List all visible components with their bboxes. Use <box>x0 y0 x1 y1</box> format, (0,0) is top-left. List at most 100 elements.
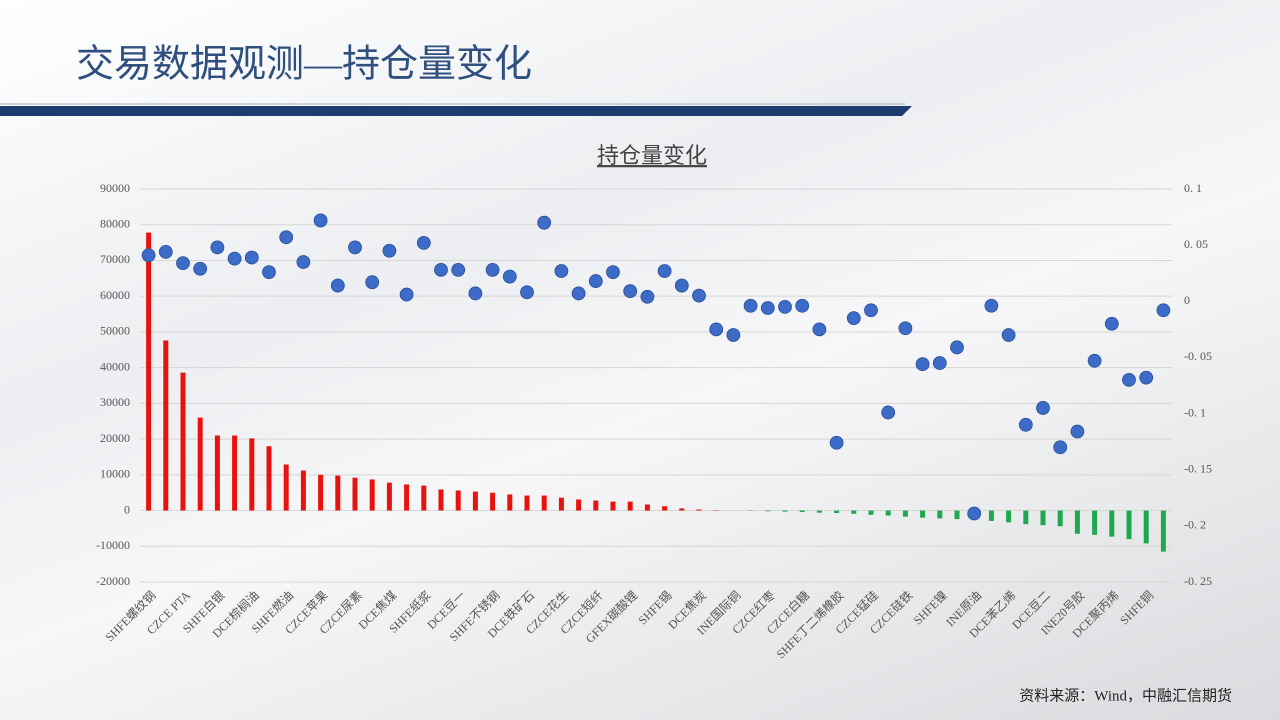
bar <box>541 495 547 511</box>
dot <box>554 264 569 278</box>
bar <box>1160 510 1166 552</box>
dot <box>726 328 741 342</box>
bar <box>197 417 203 511</box>
bar <box>146 232 152 511</box>
dot <box>141 248 156 263</box>
dot <box>434 262 448 277</box>
dot <box>915 357 930 372</box>
bar <box>954 510 960 520</box>
y-tick-label: -10000 <box>96 538 130 552</box>
bar <box>472 491 478 511</box>
bar <box>576 499 582 511</box>
bar <box>851 510 857 514</box>
dot <box>829 435 844 450</box>
dot <box>709 322 724 337</box>
bar <box>765 510 771 512</box>
bar <box>816 510 822 513</box>
bar <box>868 510 874 515</box>
bar <box>455 490 461 511</box>
dot <box>279 230 294 245</box>
dot <box>846 311 861 326</box>
dot <box>1104 316 1119 331</box>
bar <box>937 510 943 519</box>
bar <box>1057 510 1063 527</box>
dot <box>502 269 517 284</box>
y-tick-label: 60000 <box>100 288 130 302</box>
bar <box>318 474 324 511</box>
bar <box>335 475 341 511</box>
dot <box>967 506 982 521</box>
dot <box>296 255 311 269</box>
y-tick-label: 50000 <box>100 324 130 338</box>
dot <box>210 240 225 255</box>
dot <box>451 262 466 277</box>
y-tick-label: 90000 <box>100 181 130 195</box>
dot <box>468 286 483 301</box>
bar <box>644 504 650 511</box>
dot <box>760 301 775 315</box>
dot <box>571 286 586 301</box>
dot <box>193 261 208 276</box>
bar <box>249 438 255 511</box>
dot <box>262 265 276 279</box>
dot <box>1036 401 1050 415</box>
bar <box>834 510 840 514</box>
y-tick-label: 30000 <box>100 395 130 409</box>
y2-tick-label: 0 <box>1184 293 1190 307</box>
bar <box>352 477 358 511</box>
bar <box>662 506 668 511</box>
bar <box>902 510 908 517</box>
header-title: 交易数据观测—持仓量变化 <box>76 44 532 86</box>
bar <box>1109 510 1115 537</box>
y2-tick-label: 0. 1 <box>1184 181 1202 195</box>
dot <box>313 213 328 228</box>
bar <box>404 484 410 511</box>
source-note: 资料来源：Wind，中融汇信期货 <box>1019 687 1232 704</box>
bar <box>369 479 375 511</box>
bar <box>885 510 891 516</box>
dot <box>244 250 259 265</box>
dot <box>692 288 706 303</box>
bar <box>1040 510 1046 526</box>
bar <box>610 501 616 511</box>
bar <box>799 510 805 512</box>
x-tick-label: SHFE铜 <box>1116 587 1156 627</box>
y-tick-label: -20000 <box>96 574 130 588</box>
y-tick-label: 80000 <box>100 216 130 230</box>
y2-tick-label: -0. 05 <box>1184 349 1212 363</box>
bar <box>180 372 186 511</box>
y2-tick-label: -0. 15 <box>1184 461 1212 475</box>
bar <box>593 500 599 511</box>
bar <box>421 485 427 511</box>
bar <box>507 494 513 511</box>
bar <box>558 497 564 511</box>
bar <box>386 482 392 511</box>
dot <box>881 405 896 420</box>
bar <box>1126 510 1132 540</box>
y2-tick-label: 0. 05 <box>1184 237 1208 251</box>
bar <box>490 492 496 511</box>
bar <box>1092 510 1098 535</box>
dot <box>348 240 362 255</box>
bar <box>524 495 530 511</box>
y2-tick-label: -0. 2 <box>1184 518 1206 532</box>
dot <box>606 265 620 279</box>
y2-tick-label: -0. 1 <box>1184 405 1206 419</box>
x-tick-label: SHFE螺纹钢 <box>103 588 159 644</box>
dot <box>158 244 173 259</box>
dot <box>623 284 638 299</box>
dot <box>1139 370 1154 385</box>
dot <box>674 278 689 293</box>
bar <box>1074 510 1080 534</box>
bar <box>679 508 685 511</box>
dot <box>932 356 947 370</box>
dot <box>1053 440 1068 455</box>
dot <box>950 340 964 355</box>
bar <box>1006 510 1012 523</box>
y-tick-label: 20000 <box>100 431 130 445</box>
dot <box>176 256 190 271</box>
bar <box>300 470 306 511</box>
y-tick-label: 70000 <box>100 252 130 266</box>
